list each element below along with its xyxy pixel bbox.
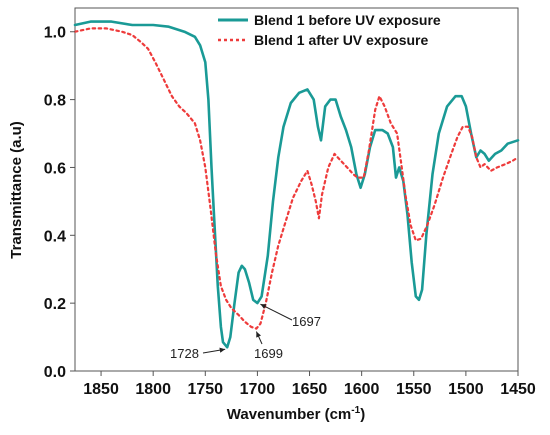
x-tick-label-1500: 1500 [448,381,484,398]
x-tick-label-1650: 1650 [292,381,328,398]
x-tick-label-1600: 1600 [344,381,380,398]
legend: Blend 1 before UV exposure Blend 1 after… [218,12,441,48]
y-tick-label-3: 0.6 [44,160,66,177]
annotation-layer: 1728 1699 1697 [170,303,321,361]
x-tick-label-1750: 1750 [187,381,223,398]
plot-frame [74,7,519,372]
x-axis-title: Wavenumber (cm-1) [227,405,365,423]
annotation-arrow-1697-head [260,304,267,309]
tick-layer: 1850 1800 1750 1700 1650 1600 1550 1500 1450 0.0 0… [44,25,536,398]
legend-label-after: Blend 1 after UV exposure [254,32,428,48]
series-line-after-uv [73,27,520,330]
x-tick-label-1850: 1850 [83,381,119,398]
y-tick-label-4: 0.8 [44,93,66,110]
x-tick-label-1800: 1800 [135,381,171,398]
y-tick-label-2: 0.4 [44,228,66,245]
legend-label-before: Blend 1 before UV exposure [254,12,441,28]
annotation-arrow-1699-head [256,331,262,338]
x-axis-title-sup: -1 [351,405,360,416]
x-axis-title-tail: ) [360,406,365,423]
x-tick-label-1550: 1550 [396,381,432,398]
annotation-arrow-1697-shaft [260,303,293,321]
x-tick-label-1450: 1450 [500,381,536,398]
annotation-1728: 1728 [170,346,199,361]
y-axis-title: Transmittance (a.u) [8,121,25,259]
series-layer [73,20,520,349]
y-tick-label-5: 1.0 [44,25,66,42]
y-tick-label-0: 0.0 [44,364,66,381]
series-line-before-uv [73,20,520,349]
annotation-arrow-1728-head [219,347,226,353]
x-axis-title-main: Wavenumber (cm [227,406,351,423]
x-tick-label-1700: 1700 [240,381,276,398]
annotation-1699: 1699 [254,346,283,361]
y-tick-label-1: 0.2 [44,296,66,313]
annotation-1697: 1697 [292,314,321,329]
